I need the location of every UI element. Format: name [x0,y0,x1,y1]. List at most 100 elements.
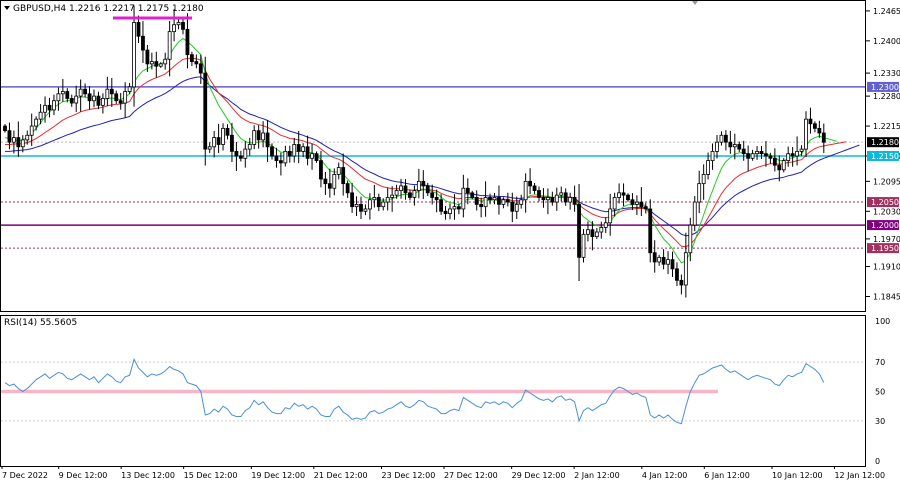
price-label-box [867,197,899,208]
candle-body [772,157,777,166]
candle-body [381,201,386,208]
candle-body [176,22,181,26]
candle-body [764,153,768,157]
candle-body [416,180,421,191]
candle-body [189,54,194,62]
candle-body [448,208,452,214]
candle-body [234,150,239,157]
price-label-text: 1.2000 [871,221,899,230]
candle-body [314,153,319,162]
candle-body [92,95,96,102]
candle-body [278,160,283,164]
candle-body [519,199,524,205]
candle-body [710,150,715,162]
price-tick-label: 1.2400 [873,37,900,46]
candle-body [563,192,568,203]
candle-body [149,61,154,65]
candle-body [675,268,679,281]
candle-body [216,137,221,145]
candle-body [737,144,742,150]
candle-body [786,153,791,162]
candle-body [181,22,185,30]
candle-body [292,144,297,157]
candle-body [679,279,684,286]
candle-body [688,224,693,254]
time-axis-label: 27 Dec 12:00 [444,471,498,480]
candle-body [207,146,212,150]
time-axis-label: 6 Jan 12:00 [704,471,750,480]
candle-body [626,194,630,201]
price-label-box [867,220,899,231]
price-tick-label: 1.2215 [873,122,900,131]
candle-body [65,91,70,99]
candle-body [172,24,177,33]
candle-body [474,197,479,205]
candle-body [732,144,737,148]
candle-body [403,185,408,194]
symbol-dropdown-icon[interactable] [4,6,10,10]
candle-body [492,197,497,201]
candle-body [367,199,372,210]
candle-body [372,197,377,201]
candle-body [390,194,395,198]
candle-body [105,88,110,99]
candle-body [354,203,359,208]
candle-body [185,28,190,56]
price-label-box [867,81,899,92]
price-label-box [867,243,899,254]
candle-body [572,197,577,205]
price-tick-label: 1.2280 [873,92,900,101]
time-axis-label: 19 Dec 12:00 [251,471,305,480]
candle-body [661,256,666,265]
candle-body [470,192,475,198]
candle-body [3,125,7,132]
candle-body [821,132,826,143]
candle-body [363,208,368,212]
time-axis-label: 21 Dec 12:00 [314,471,368,480]
time-axis-label: 10 Jan 12:00 [772,471,823,480]
candle-body [768,155,773,159]
ma-fast-line [4,37,838,264]
candle-body [336,167,341,175]
candle-body [198,63,203,74]
candle-body [514,203,519,212]
candle-body [385,197,390,203]
candle-body [163,58,168,65]
price-label-text: 1.2150 [871,152,899,161]
candle-body [724,134,728,143]
candle-body [430,192,435,198]
candle-body [719,134,724,143]
candle-body [212,137,217,148]
candle-body [483,197,488,208]
candle-body [256,130,261,141]
candle-body [599,226,604,233]
candle-body [781,160,786,171]
candle-body [270,146,274,157]
candle-body [456,206,461,210]
candle-body [29,125,34,136]
price-tick-label: 1.2030 [873,207,900,216]
candle-body [52,100,56,111]
price-label-box [867,151,899,161]
candle-body [319,160,323,180]
candle-body [194,61,199,65]
candle-body [728,141,733,148]
rsi-grid [1,361,865,422]
candle-body [755,150,759,155]
candle-body [34,118,39,127]
time-axis-label: 15 Dec 12:00 [184,471,238,480]
candle-body [252,130,257,145]
candle-body [648,208,653,254]
candle-body [310,153,314,159]
candle-body [230,134,234,152]
candle-body [715,141,719,152]
candle-body [635,201,639,205]
rsi-tick-label: 70 [875,358,885,367]
candle-body [537,190,541,198]
shift-marker-icon[interactable] [692,1,698,5]
candle-body [804,118,808,150]
candle-body [461,187,466,210]
candle-body [11,137,16,143]
candle-body [69,98,74,104]
